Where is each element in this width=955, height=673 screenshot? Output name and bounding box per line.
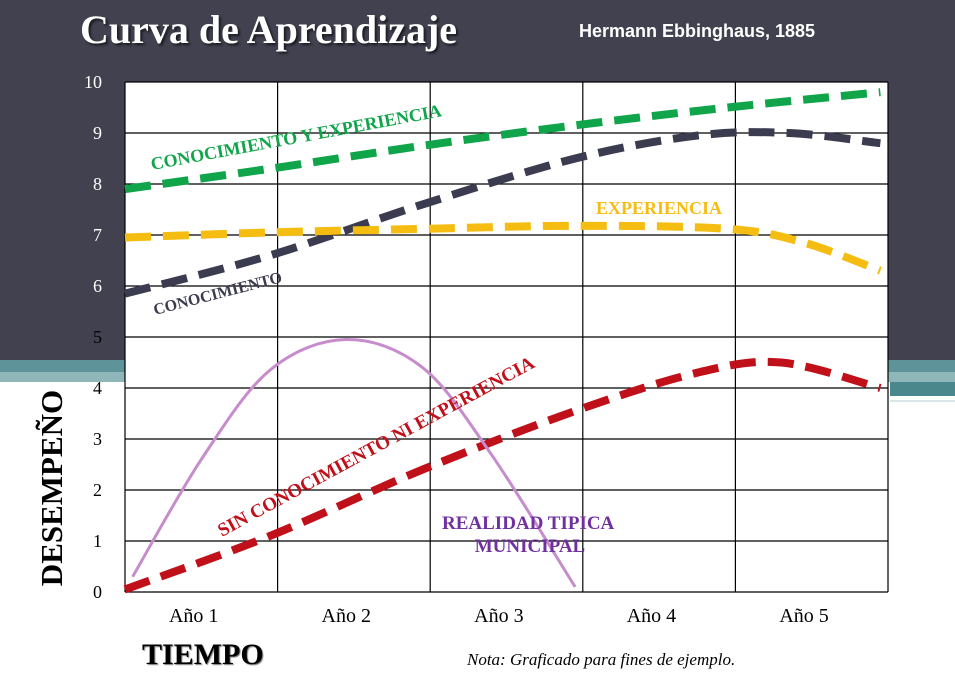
y-tick-2: 2 <box>93 480 102 500</box>
y-tick-4: 4 <box>93 378 102 398</box>
label-experiencia: EXPERIENCIA <box>596 198 722 218</box>
x-tick-ano-1: Año 1 <box>169 605 218 627</box>
y-tick-labels: 0 1 2 3 4 5 6 7 8 9 10 <box>84 72 102 602</box>
x-tick-ano-4: Año 4 <box>627 605 676 627</box>
series-line-experiencia <box>124 221 882 275</box>
y-tick-0: 0 <box>93 582 102 602</box>
y-tick-10: 10 <box>84 72 102 92</box>
y-tick-5: 5 <box>93 327 102 347</box>
divider-stripe-right <box>890 382 955 396</box>
y-tick-3: 3 <box>93 429 102 449</box>
label-realidad-line2: MUNICIPAL <box>475 536 585 557</box>
x-tick-ano-2: Año 2 <box>322 605 371 627</box>
chart-subtitle: Hermann Ebbinghaus, 1885 <box>579 21 816 41</box>
series-line-conocimiento-y-experiencia <box>124 88 881 194</box>
series-line-conocimiento <box>123 128 881 298</box>
series-lines <box>123 88 882 594</box>
x-tick-ano-5: Año 5 <box>779 605 828 627</box>
x-tick-ano-3: Año 3 <box>474 605 523 627</box>
footnote: Nota: Graficado para fines de ejemplo. <box>467 650 736 669</box>
series-line-realidad-tipica-municipal <box>131 338 577 588</box>
chart-title: Curva de Aprendizaje <box>80 7 458 52</box>
label-realidad-tipica-municipal: REALIDAD TIPICA MUNICIPAL <box>442 513 618 557</box>
y-tick-7: 7 <box>93 225 102 245</box>
x-tick-labels: Año 1 Año 2 Año 3 Año 4 Año 5 <box>169 605 829 627</box>
y-tick-8: 8 <box>93 174 102 194</box>
y-tick-6: 6 <box>93 276 102 296</box>
y-tick-1: 1 <box>93 531 102 551</box>
divider-line <box>890 400 955 402</box>
x-axis-title: TIEMPO <box>142 638 264 671</box>
y-axis-title: DESEMPEÑO <box>34 389 69 587</box>
y-tick-9: 9 <box>93 123 102 143</box>
series-line-sin-conocimiento-ni-experiencia <box>123 357 882 594</box>
label-realidad-line1: REALIDAD TIPICA <box>442 513 615 534</box>
